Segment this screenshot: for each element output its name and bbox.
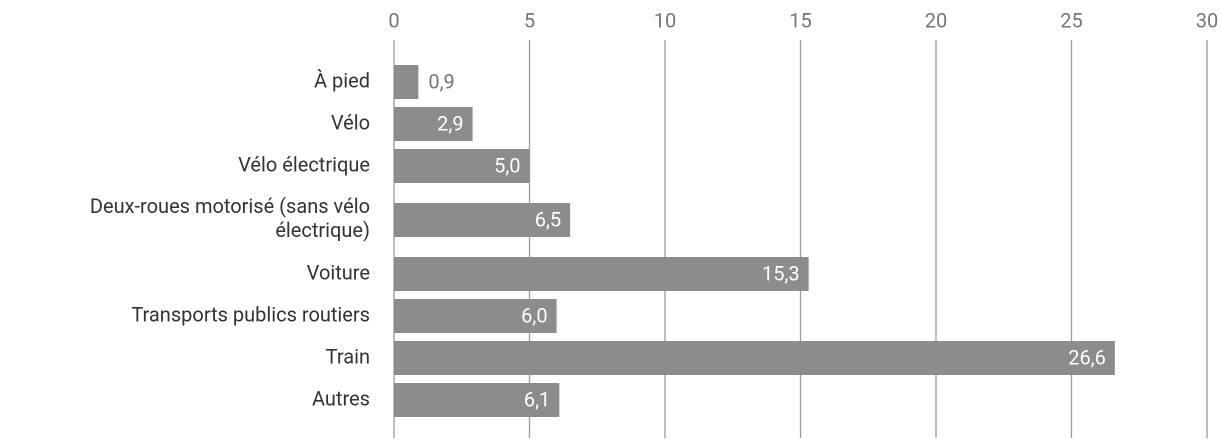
x-tick-label: 5 [524,8,535,32]
value-label: 6,5 [535,207,561,231]
x-tick-label: 25 [1060,8,1082,32]
bar [394,107,473,141]
value-label: 26,6 [1068,345,1106,369]
y-tick-label: Transports publics routiers [131,302,370,326]
value-label: 15,3 [762,261,800,285]
value-label: 6,1 [524,387,550,411]
bar [394,299,557,333]
y-tick-label: Voiture [307,260,370,284]
x-tick-label: 10 [654,8,676,32]
value-label: 6,0 [521,303,547,327]
y-tick-label: Deux-roues motorisé (sans vélo électrique… [90,194,370,242]
y-tick-label: Autres [312,386,370,410]
bar [394,257,809,291]
bar [394,383,560,417]
y-tick-label: À pied [314,68,370,92]
bar [394,65,419,99]
x-tick-label: 15 [789,8,811,32]
y-tick-label: Vélo électrique [238,152,370,176]
value-label: 2,9 [437,111,463,135]
bar [394,341,1115,375]
bar [394,203,571,237]
y-tick-label: Vélo [331,110,370,134]
value-label: 0,9 [428,69,454,93]
value-label: 5,0 [494,153,520,177]
x-tick-label: 20 [925,8,947,32]
bar [394,149,530,183]
x-tick-label: 0 [388,8,399,32]
x-tick-label: 30 [1196,8,1218,32]
y-tick-label: Train [326,344,370,368]
